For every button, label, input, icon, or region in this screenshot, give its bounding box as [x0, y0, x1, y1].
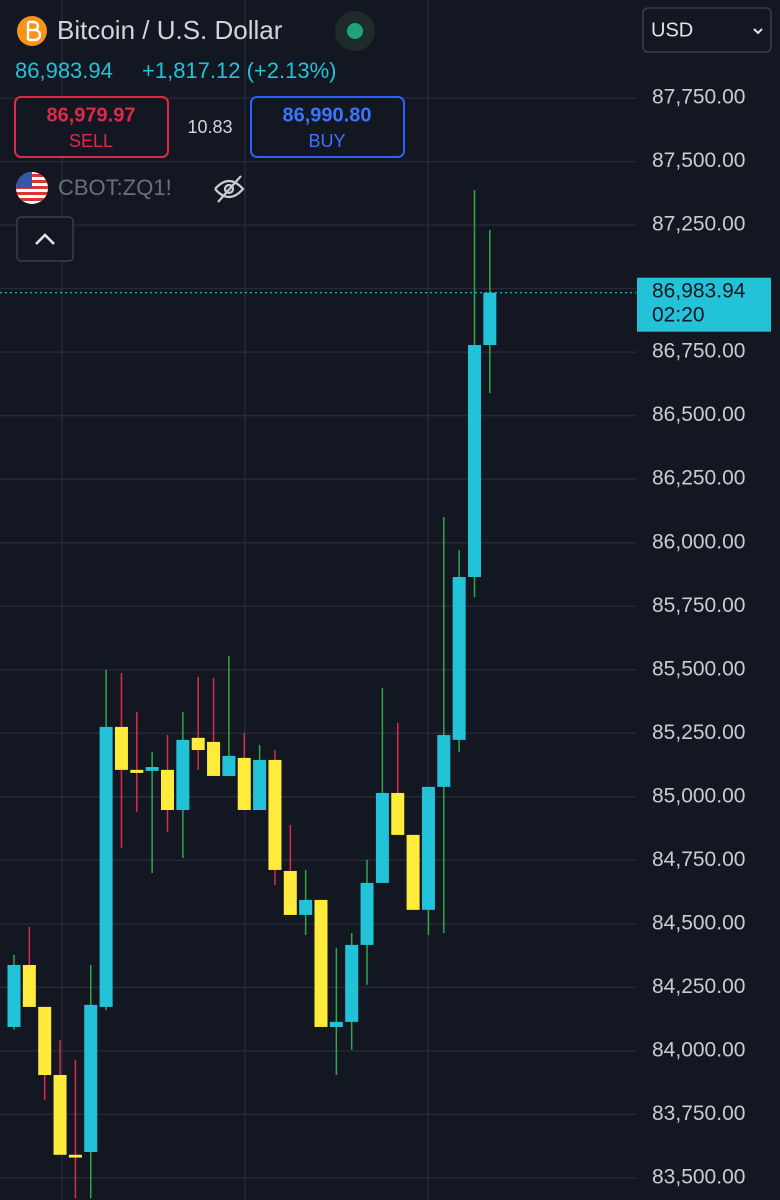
chevron-down[interactable] — [753, 28, 763, 35]
y-tick-label: 84,500.00 — [652, 911, 745, 934]
indicator-symbol: CBOT:ZQ1! — [58, 175, 172, 200]
y-tick-label: 84,250.00 — [652, 975, 745, 998]
candle-body — [207, 741, 221, 776]
candle-body — [99, 726, 113, 1007]
sell-button[interactable]: 86,979.97 SELL — [14, 96, 169, 158]
candle-body — [114, 726, 128, 770]
y-tick-label: 83,750.00 — [652, 1102, 745, 1125]
y-tick-label: 85,250.00 — [652, 721, 745, 744]
header-overlay: Bitcoin / U.S. Dollar 86,983.94 +1,817.1… — [14, 7, 772, 262]
sell-label[interactable]: SELL — [69, 131, 113, 151]
candle-body — [299, 899, 313, 915]
y-tick-label: 85,000.00 — [652, 784, 745, 807]
candle-body — [145, 767, 159, 771]
collapse-box[interactable] — [16, 216, 74, 262]
y-tick-label: 84,000.00 — [652, 1038, 745, 1061]
sell-box[interactable] — [14, 96, 169, 158]
candle-body — [468, 345, 481, 578]
candle-body — [329, 1021, 343, 1027]
slash[interactable] — [217, 175, 242, 203]
y-tick-label: 87,750.00 — [652, 86, 745, 109]
candle-body — [391, 792, 405, 835]
y-tick-label: 85,750.00 — [652, 594, 745, 617]
sell-price[interactable]: 86,979.97 — [47, 104, 136, 126]
us-flag — [16, 172, 48, 204]
candle-body — [161, 769, 174, 810]
candle-body — [483, 292, 497, 346]
status-dot — [347, 23, 363, 39]
buy-box[interactable] — [250, 96, 405, 158]
price-tag-value: 86,983.94 — [652, 279, 746, 302]
y-tick-label: 84,750.00 — [652, 848, 745, 871]
last-price: 86,983.94 — [15, 58, 113, 83]
candle-body — [360, 882, 374, 945]
candle-body — [283, 870, 297, 915]
currency-box[interactable] — [642, 7, 772, 53]
candle-body — [176, 739, 190, 810]
candle-body — [130, 769, 144, 773]
candle-body — [375, 792, 389, 883]
collapse-button[interactable] — [16, 216, 74, 262]
candle-body — [345, 944, 359, 1022]
price-tag-countdown: 02:20 — [652, 303, 705, 326]
y-tick-label: 86,000.00 — [652, 530, 745, 553]
candle-body — [452, 577, 466, 740]
candle-body — [421, 786, 435, 910]
candle-body — [237, 757, 251, 810]
candle-body — [53, 1074, 67, 1155]
candle-body — [22, 964, 36, 1007]
candle-body — [222, 755, 236, 776]
y-tick-label: 85,500.00 — [652, 657, 745, 680]
price-change: +1,817.12 (+2.13%) — [142, 58, 336, 83]
symbol-title: Bitcoin / U.S. Dollar — [57, 15, 283, 45]
candle-body — [406, 834, 420, 910]
buy-price[interactable]: 86,990.80 — [283, 104, 372, 126]
chevron-up[interactable] — [35, 233, 55, 245]
candle-body — [437, 735, 451, 787]
hide-icon[interactable] — [214, 175, 245, 203]
currency-label[interactable]: USD — [651, 19, 693, 41]
candle-body — [314, 899, 328, 1027]
bitcoin-glyph — [26, 20, 42, 42]
buy-button[interactable]: 86,990.80 BUY — [250, 96, 405, 158]
y-tick-label: 87,500.00 — [652, 149, 745, 172]
pupil[interactable] — [223, 183, 235, 195]
y-tick-label: 86,750.00 — [652, 340, 745, 363]
candle-body — [38, 1006, 52, 1075]
candle-body — [191, 737, 205, 751]
y-tick-label: 83,500.00 — [652, 1165, 745, 1188]
y-tick-label: 86,500.00 — [652, 403, 745, 426]
currency-select[interactable]: USD — [642, 7, 772, 53]
buy-label[interactable]: BUY — [308, 131, 345, 151]
candle-body — [68, 1154, 82, 1158]
spread: 10.83 — [187, 117, 232, 137]
price-tag — [637, 277, 771, 332]
y-tick-label: 87,250.00 — [652, 213, 745, 236]
candle-body — [253, 759, 267, 810]
candle-body — [7, 964, 21, 1027]
candle-body — [268, 759, 282, 870]
candle-body — [84, 1004, 98, 1152]
y-tick-label: 86,250.00 — [652, 467, 745, 490]
